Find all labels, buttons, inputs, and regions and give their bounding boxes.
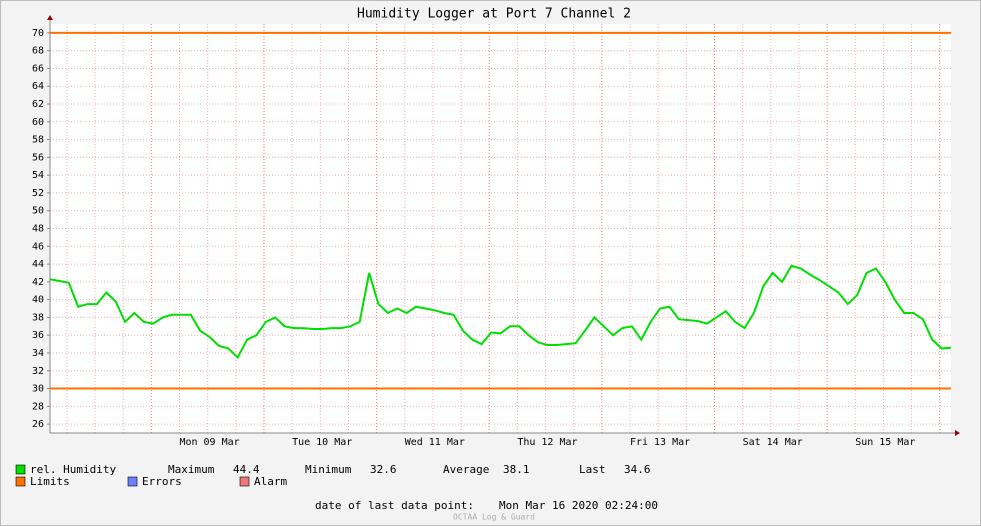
y-tick-label: 38 xyxy=(32,312,44,323)
x-tick-label: Sat 14 Mar xyxy=(743,437,803,448)
y-arrow xyxy=(47,15,53,20)
stat-value: 44.4 xyxy=(233,463,260,476)
y-tick-label: 46 xyxy=(32,241,44,252)
y-tick-label: 44 xyxy=(32,259,44,270)
legend-label: Errors xyxy=(142,475,182,488)
x-tick-label: Sun 15 Mar xyxy=(855,437,915,448)
y-tick-label: 66 xyxy=(32,63,44,74)
stat-value: 38.1 xyxy=(503,463,530,476)
y-tick-label: 60 xyxy=(32,117,44,128)
y-tick-label: 64 xyxy=(32,81,44,92)
footer: OCTAA Log & Guard xyxy=(453,513,535,522)
x-tick-label: Fri 13 Mar xyxy=(630,437,690,448)
legend-label: Alarm xyxy=(254,475,287,488)
x-tick-label: Tue 10 Mar xyxy=(292,437,352,448)
y-tick-label: 48 xyxy=(32,224,44,235)
chart-title: Humidity Logger at Port 7 Channel 2 xyxy=(357,7,631,22)
stat-value: 32.6 xyxy=(370,463,397,476)
x-tick-label: Thu 12 Mar xyxy=(517,437,577,448)
y-tick-label: 34 xyxy=(32,348,44,359)
last-point: Mon Mar 16 2020 02:24:00 xyxy=(499,499,658,512)
y-tick-label: 30 xyxy=(32,384,44,395)
legend-swatch xyxy=(15,476,26,487)
y-tick-label: 68 xyxy=(32,46,44,57)
last-point-label: date of last data point: xyxy=(315,499,474,512)
y-tick-label: 56 xyxy=(32,152,44,163)
y-tick-label: 70 xyxy=(32,28,44,39)
stat-label: Minimum xyxy=(305,463,352,476)
y-tick-label: 62 xyxy=(32,99,44,110)
y-tick-label: 54 xyxy=(32,170,44,181)
y-tick-label: 50 xyxy=(32,206,44,217)
y-tick-label: 58 xyxy=(32,135,44,146)
y-tick-label: 52 xyxy=(32,188,44,199)
stat-value: 34.6 xyxy=(624,463,651,476)
x-tick-label: Mon 09 Mar xyxy=(179,437,239,448)
series-line xyxy=(49,264,952,360)
legend-swatch xyxy=(15,464,26,475)
x-tick-label: Wed 11 Mar xyxy=(405,437,465,448)
stat-label: Last xyxy=(579,463,606,476)
legend-swatch xyxy=(239,476,250,487)
stat-label: Average xyxy=(443,463,489,476)
legend-swatch xyxy=(127,476,138,487)
legend-label: rel. Humidity xyxy=(30,463,116,476)
legend-label: Limits xyxy=(30,475,70,488)
y-tick-label: 28 xyxy=(32,401,44,412)
y-tick-label: 42 xyxy=(32,277,44,288)
x-arrow xyxy=(955,430,960,436)
stat-label: Maximum xyxy=(168,463,215,476)
y-tick-label: 32 xyxy=(32,366,44,377)
y-tick-label: 40 xyxy=(32,295,44,306)
y-tick-label: 36 xyxy=(32,330,44,341)
y-tick-label: 26 xyxy=(32,419,44,430)
